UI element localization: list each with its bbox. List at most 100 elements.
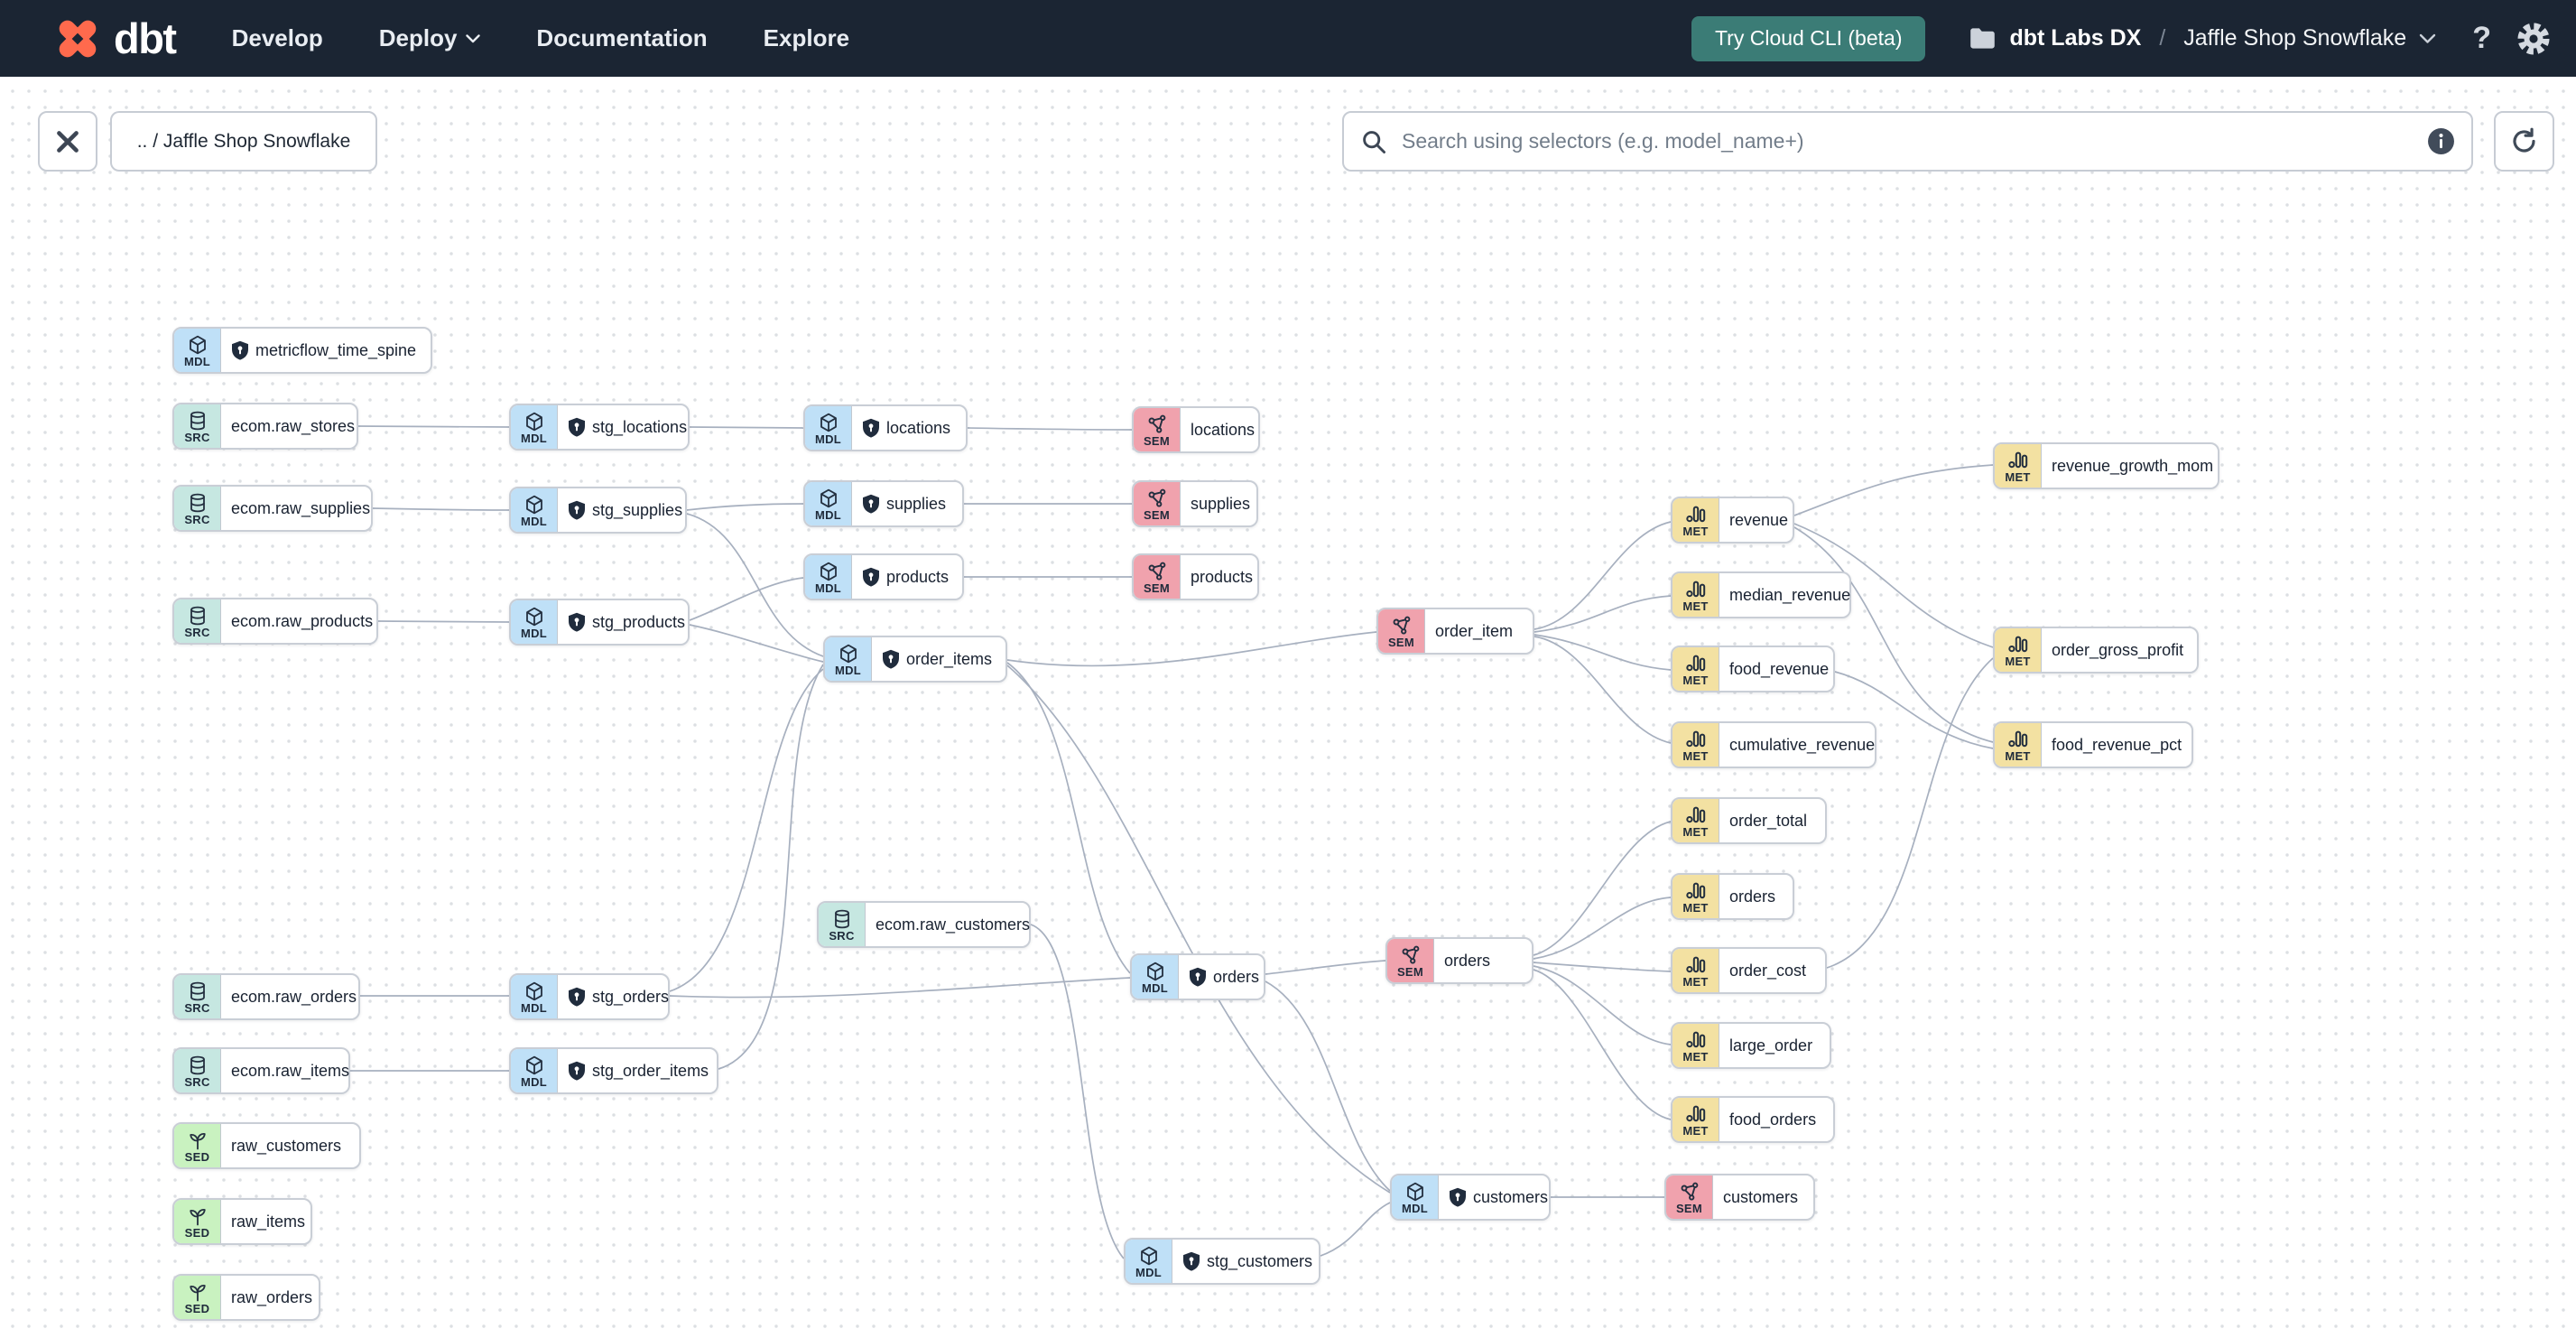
- node-label: orders: [1729, 887, 1776, 906]
- shield-icon: [863, 418, 879, 438]
- close-lineage-button[interactable]: [38, 111, 97, 172]
- node-revenue[interactable]: MET revenue: [1671, 497, 1794, 544]
- node-ecom-raw_supplies[interactable]: SRC ecom.raw_supplies: [172, 485, 373, 532]
- shield-icon: [863, 494, 879, 514]
- node-type-badge: SEM: [1143, 508, 1171, 523]
- node-metricflow_time_spine[interactable]: MDL metricflow_time_spine: [172, 327, 432, 374]
- node-median_revenue[interactable]: MET median_revenue: [1671, 571, 1851, 618]
- node-raw_orders[interactable]: SED raw_orders: [172, 1274, 320, 1321]
- node-orders-sem[interactable]: SEM orders: [1385, 937, 1534, 984]
- node-label: supplies: [1191, 494, 1251, 513]
- node-food_revenue_pct[interactable]: MET food_revenue_pct: [1993, 721, 2193, 768]
- node-label: customers: [1439, 1175, 1558, 1219]
- node-label: food_revenue: [1729, 659, 1830, 678]
- node-customers-sem[interactable]: SEM customers: [1664, 1174, 1815, 1221]
- node-ecom-raw_orders[interactable]: SRC ecom.raw_orders: [172, 973, 360, 1020]
- node-ecom-raw_stores[interactable]: SRC ecom.raw_stores: [172, 403, 358, 450]
- node-type-block: MET: [1673, 1098, 1719, 1141]
- node-type-badge: MDL: [834, 664, 862, 678]
- node-label: ecom.raw_products: [231, 611, 374, 630]
- node-type-badge: SRC: [184, 513, 210, 527]
- node-type-badge: MDL: [520, 432, 548, 446]
- node-customers[interactable]: MDL customers: [1390, 1174, 1551, 1221]
- node-type-badge: MDL: [814, 581, 842, 596]
- node-label: orders: [1179, 955, 1269, 999]
- node-type-badge: MDL: [1141, 981, 1169, 996]
- help-icon[interactable]: ?: [2472, 21, 2491, 55]
- node-order_total[interactable]: MET order_total: [1671, 797, 1827, 844]
- node-type-block: MDL: [1132, 955, 1179, 999]
- node-supplies-sem[interactable]: SEM supplies: [1132, 480, 1258, 527]
- node-locations[interactable]: MDL locations: [803, 404, 968, 451]
- node-type-badge: SED: [184, 1226, 210, 1240]
- node-raw_customers[interactable]: SED raw_customers: [172, 1122, 361, 1169]
- node-ecom-raw_items[interactable]: SRC ecom.raw_items: [172, 1047, 350, 1094]
- node-type-badge: SEM: [1675, 1202, 1703, 1216]
- node-type-badge: SED: [184, 1150, 210, 1165]
- node-type-badge: SRC: [184, 431, 210, 445]
- model-cube-icon: [524, 494, 545, 516]
- node-order_cost[interactable]: MET order_cost: [1671, 947, 1827, 994]
- node-type-block: SEM: [1134, 482, 1181, 525]
- node-orders[interactable]: MDL orders: [1130, 953, 1265, 1000]
- node-orders-met[interactable]: MET orders: [1671, 873, 1794, 920]
- node-products[interactable]: MDL products: [803, 553, 964, 600]
- node-ecom-raw_customers[interactable]: SRC ecom.raw_customers: [817, 901, 1031, 948]
- node-ecom-raw_products[interactable]: SRC ecom.raw_products: [172, 598, 378, 645]
- node-raw_items[interactable]: SED raw_items: [172, 1198, 312, 1245]
- node-stg_products[interactable]: MDL stg_products: [509, 599, 690, 646]
- node-type-block: MET: [1673, 799, 1719, 842]
- node-type-badge: SRC: [184, 1075, 210, 1090]
- node-type-block: MET: [1673, 647, 1719, 691]
- node-label: order_total: [1729, 811, 1808, 830]
- metric-bars-icon: [1685, 579, 1707, 600]
- node-label: supplies: [852, 482, 956, 525]
- node-type-block: MDL: [511, 975, 558, 1018]
- nav-item-deploy[interactable]: Deploy: [379, 24, 481, 52]
- refresh-button[interactable]: [2494, 111, 2554, 172]
- node-label: locations: [852, 406, 960, 450]
- node-stg_supplies[interactable]: MDL stg_supplies: [509, 487, 687, 534]
- shield-icon: [569, 500, 585, 520]
- node-label: revenue_growth_mom: [2052, 456, 2214, 475]
- node-supplies[interactable]: MDL supplies: [803, 480, 964, 527]
- search-input[interactable]: [1400, 128, 2427, 154]
- settings-gear-icon[interactable]: [2515, 20, 2553, 58]
- metric-bars-icon: [1685, 804, 1707, 826]
- node-label: large_order: [1729, 1036, 1813, 1055]
- node-stg_order_items[interactable]: MDL stg_order_items: [509, 1047, 718, 1094]
- node-type-block: MDL: [1126, 1240, 1172, 1283]
- node-food_revenue[interactable]: MET food_revenue: [1671, 646, 1835, 692]
- node-order_item-sem[interactable]: SEM order_item: [1376, 608, 1534, 655]
- lineage-canvas[interactable]: [0, 77, 2576, 1338]
- node-type-block: MET: [1995, 723, 2042, 767]
- node-large_order[interactable]: MET large_order: [1671, 1022, 1831, 1069]
- lineage-breadcrumb[interactable]: .. / Jaffle Shop Snowflake: [110, 111, 377, 172]
- nav-item-develop[interactable]: Develop: [231, 24, 323, 51]
- node-food_orders[interactable]: MET food_orders: [1671, 1096, 1835, 1143]
- node-revenue_growth_mom[interactable]: MET revenue_growth_mom: [1993, 442, 2219, 489]
- node-order_items[interactable]: MDL order_items: [823, 636, 1007, 683]
- node-label: stg_locations: [558, 405, 697, 449]
- node-type-block: MDL: [511, 405, 558, 449]
- dbt-logo[interactable]: dbt: [51, 12, 177, 66]
- node-locations-sem[interactable]: SEM locations: [1132, 406, 1260, 453]
- try-cloud-cli-button[interactable]: Try Cloud CLI (beta): [1691, 15, 1926, 61]
- node-order_gross_profit[interactable]: MET order_gross_profit: [1993, 627, 2199, 674]
- nav-item-explore[interactable]: Explore: [763, 24, 850, 51]
- project-selector[interactable]: dbt Labs DX / Jaffle Shop Snowflake: [1969, 25, 2436, 51]
- node-products-sem[interactable]: SEM products: [1132, 553, 1259, 600]
- info-icon[interactable]: [2427, 127, 2455, 155]
- node-label: products: [1191, 567, 1254, 586]
- node-stg_orders[interactable]: MDL stg_orders: [509, 973, 670, 1020]
- node-type-block: SRC: [174, 975, 221, 1018]
- selector-search: [1342, 111, 2473, 172]
- model-cube-icon: [818, 488, 839, 509]
- node-type-block: SRC: [174, 1049, 221, 1092]
- node-label: order_items: [872, 637, 1002, 681]
- node-stg_customers[interactable]: MDL stg_customers: [1124, 1238, 1320, 1285]
- node-cumulative_revenue[interactable]: MET cumulative_revenue: [1671, 721, 1876, 768]
- nav-item-documentation[interactable]: Documentation: [536, 24, 708, 51]
- node-stg_locations[interactable]: MDL stg_locations: [509, 404, 690, 451]
- folder-icon: [1970, 28, 1996, 49]
